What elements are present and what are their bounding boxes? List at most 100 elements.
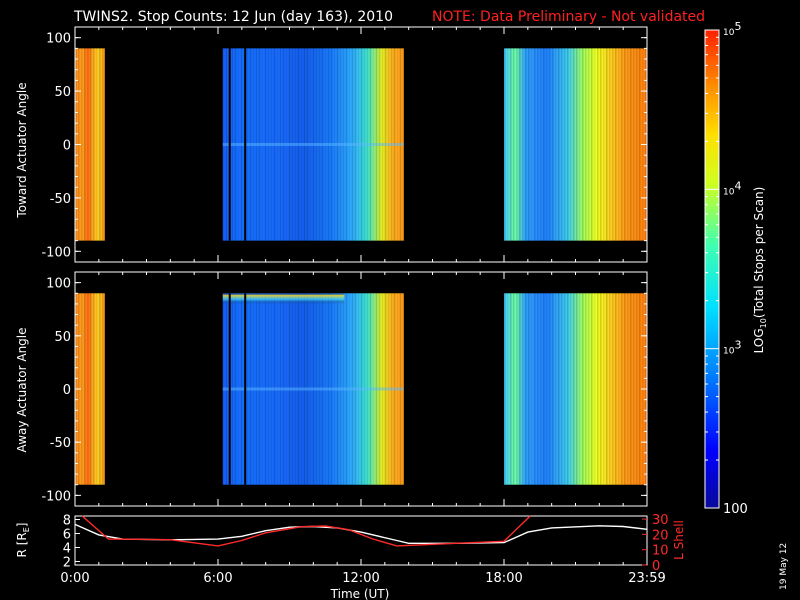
stripe — [528, 48, 530, 241]
stripe — [84, 48, 86, 241]
stripe — [591, 293, 593, 485]
stripe — [570, 48, 572, 241]
ytick-label: 0 — [63, 139, 71, 154]
stripe — [621, 48, 623, 241]
ytick-label: -100 — [41, 489, 71, 504]
stripe — [81, 293, 83, 485]
stripe — [579, 48, 581, 241]
stripe — [609, 293, 611, 485]
stripe — [87, 48, 89, 241]
toward-angle-heatmap: 100 50 0 -50 -100 — [41, 26, 648, 263]
r-axis-label: R [RE] — [15, 523, 31, 558]
stripe — [564, 48, 566, 241]
stripe — [531, 293, 533, 485]
stripe — [510, 48, 512, 241]
stripe — [504, 48, 506, 241]
stripe — [93, 293, 95, 485]
away-angle-ylabel: Away Actuator Angle — [15, 327, 29, 452]
stripe — [519, 293, 521, 485]
stripe — [528, 293, 530, 485]
stripe — [513, 293, 515, 485]
stripe — [507, 293, 509, 485]
colorbar-tick-label: 103 — [723, 339, 741, 357]
stripe — [552, 293, 554, 485]
stripe — [510, 293, 512, 485]
colorbar: 105 104 103 100 LOG10(Total Stops per Scan) — [704, 20, 768, 517]
stripe — [603, 48, 605, 241]
stripe — [612, 48, 614, 241]
stripe — [537, 293, 539, 485]
stripe — [615, 48, 617, 241]
time-tick-label: 0:00 — [60, 571, 89, 586]
stripe — [546, 48, 548, 241]
stripe — [525, 48, 527, 241]
stripe — [99, 293, 101, 485]
date-stamp: 19 May 12 — [779, 543, 789, 590]
stripe — [534, 293, 536, 485]
ytick-label: 50 — [54, 330, 71, 345]
time-tick-label: 12:00 — [342, 571, 379, 586]
stripe — [513, 48, 515, 241]
stripe — [567, 293, 569, 485]
time-axis-label: Time (UT) — [330, 587, 390, 600]
stripe — [561, 48, 563, 241]
stripe — [516, 48, 518, 241]
stripe — [561, 293, 563, 485]
stripe — [540, 48, 542, 241]
stripe — [558, 48, 560, 241]
stripe — [81, 48, 83, 241]
stripe — [624, 293, 626, 485]
data-gap — [228, 48, 231, 241]
stripe — [639, 293, 641, 485]
stripe — [600, 48, 602, 241]
stripe — [591, 48, 593, 241]
colorbar-tick-label: 100 — [723, 502, 748, 517]
ytick-label: -50 — [50, 192, 71, 207]
stripe — [549, 48, 551, 241]
colorbar-label: LOG10(Total Stops per Scan) — [752, 187, 768, 354]
stripe — [603, 293, 605, 485]
stripe — [612, 293, 614, 485]
stripe — [588, 293, 590, 485]
stripe — [519, 48, 521, 241]
stripe — [555, 293, 557, 485]
stripe — [600, 293, 602, 485]
l-shell-line — [81, 515, 531, 547]
ytick-label: 50 — [54, 85, 71, 100]
chart-title: TWINS2. Stop Counts: 12 Jun (day 163), 2… — [73, 9, 393, 25]
away-angle-heatmap: 100 50 0 -50 -100 — [41, 271, 648, 507]
stripe — [516, 293, 518, 485]
stripe — [627, 293, 629, 485]
stripe — [102, 48, 104, 241]
time-tick-label: 6:00 — [203, 571, 232, 586]
stripe — [93, 48, 95, 241]
zero-band — [222, 143, 404, 146]
stripe — [570, 293, 572, 485]
stripe — [588, 48, 590, 241]
ytick-label: -100 — [41, 245, 71, 260]
colorbar-tick-label: 105 — [723, 20, 741, 38]
stripe — [525, 293, 527, 485]
l-shell-tick-label: 30 — [652, 513, 669, 528]
stripe — [618, 48, 620, 241]
ytick-label: 100 — [46, 32, 71, 47]
stripe — [606, 293, 608, 485]
zero-band — [222, 387, 404, 391]
stripe — [522, 48, 524, 241]
colorbar-tick-label: 104 — [723, 179, 741, 197]
stripe — [522, 293, 524, 485]
stripe — [534, 48, 536, 241]
stripe — [540, 293, 542, 485]
stripe — [564, 293, 566, 485]
stripe — [537, 48, 539, 241]
stripe — [594, 48, 596, 241]
upper-band — [222, 293, 345, 336]
stripe — [594, 293, 596, 485]
stripe — [543, 48, 545, 241]
stripe — [606, 48, 608, 241]
stripe — [624, 48, 626, 241]
stripe — [543, 293, 545, 485]
ytick-label: -50 — [50, 436, 71, 451]
stripe — [96, 293, 98, 485]
